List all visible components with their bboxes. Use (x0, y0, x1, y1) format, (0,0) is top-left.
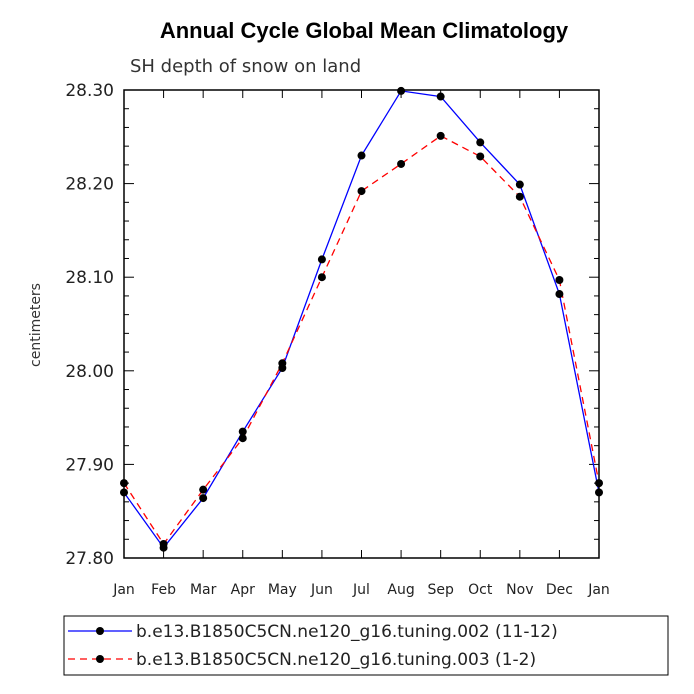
y-tick-label: 27.90 (65, 455, 114, 475)
y-tick-labels: 27.80 27.90 28.00 28.10 28.20 28.30 (65, 81, 114, 569)
x-tick-labels: Jan Feb Mar Apr May Jun Jul Aug Sep Oct Nov Dec Jan (112, 582, 610, 598)
x-tick-label: Mar (190, 582, 217, 598)
chart-title: Annual Cycle Global Mean Climatology (160, 18, 569, 43)
chart-subtitle: SH depth of snow on land (130, 56, 361, 77)
series-2-point (238, 434, 247, 443)
series-1-point (397, 86, 406, 95)
x-tick-label: May (268, 582, 297, 598)
series-2-point (476, 152, 485, 161)
series-layer (120, 86, 603, 552)
series-1-point (555, 290, 564, 299)
series-1-point (238, 427, 247, 436)
series-2-point (555, 276, 564, 285)
x-tick-label: Nov (506, 582, 533, 598)
x-tick-label: Jul (352, 582, 370, 598)
x-tick-label: Jun (310, 582, 333, 598)
x-tick-label: Jan (112, 582, 135, 598)
series-2-point (436, 131, 445, 140)
series-2-point (159, 539, 168, 548)
series-2-point (199, 485, 208, 494)
legend-marker-series-2 (96, 655, 104, 663)
x-tick-label: Dec (546, 582, 573, 598)
series-2-point (397, 159, 406, 168)
series-1-point (476, 138, 485, 147)
x-tick-label: Aug (387, 582, 414, 598)
axis-ticks (123, 89, 600, 559)
x-tick-label: Feb (151, 582, 176, 598)
legend-marker-series-1 (96, 627, 104, 635)
series-1-point (357, 151, 366, 160)
y-axis-label: centimeters (28, 283, 44, 367)
series-2-point (278, 359, 287, 368)
series-1-point (317, 255, 326, 264)
y-tick-label: 27.80 (65, 549, 114, 569)
x-tick-label: Sep (427, 582, 454, 598)
series-1-point (515, 180, 524, 189)
y-tick-label: 28.00 (65, 362, 114, 382)
x-tick-label: Oct (468, 582, 493, 598)
y-tick-label: 28.10 (65, 268, 114, 288)
legend: b.e13.B1850C5CN.ne120_g16.tuning.002 (11… (63, 615, 669, 676)
series-2-point (515, 192, 524, 201)
series-line-2 (123, 135, 600, 546)
x-tick-label: Apr (231, 582, 255, 598)
series-1-point (436, 92, 445, 101)
legend-label-series-2: b.e13.B1850C5CN.ne120_g16.tuning.003 (1-… (136, 650, 536, 670)
series-1-point (199, 494, 208, 503)
series-2-point (317, 273, 326, 282)
plot-frame (123, 89, 600, 559)
series-2-point (357, 187, 366, 196)
legend-label-series-1: b.e13.B1850C5CN.ne120_g16.tuning.002 (11… (136, 622, 558, 642)
x-tick-label: Jan (587, 582, 610, 598)
legend-box (63, 615, 669, 676)
y-tick-label: 28.30 (65, 81, 114, 101)
y-tick-label: 28.20 (65, 175, 114, 195)
